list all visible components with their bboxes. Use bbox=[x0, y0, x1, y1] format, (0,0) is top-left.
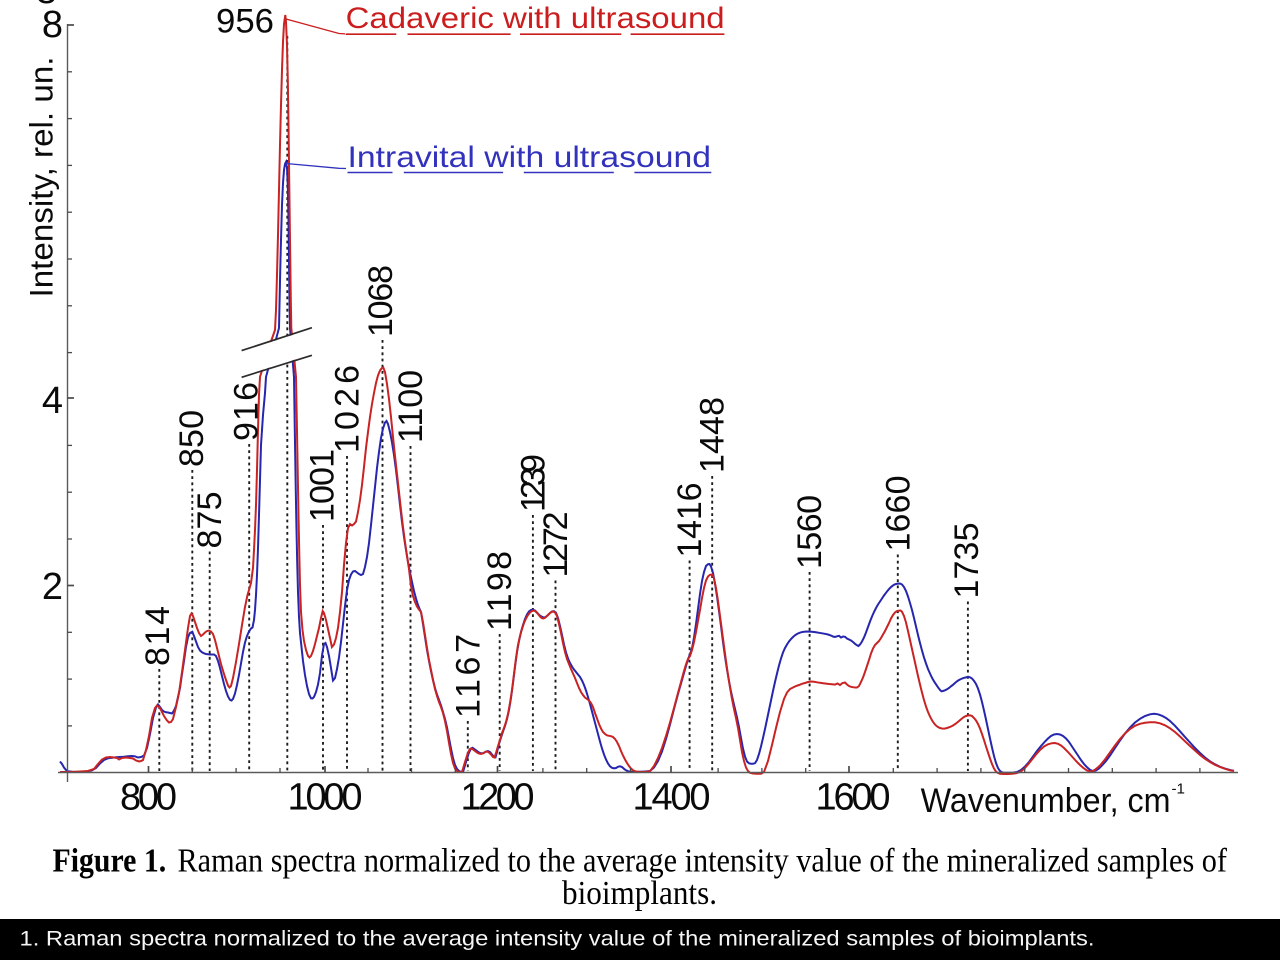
svg-text:Figure 1.: Figure 1. bbox=[53, 842, 167, 879]
svg-text:1416: 1416 bbox=[671, 483, 709, 558]
svg-text:-1: -1 bbox=[1172, 781, 1186, 798]
svg-text:Cadaveric with ultrasound: Cadaveric with ultrasound bbox=[346, 2, 725, 35]
svg-text:1560: 1560 bbox=[791, 495, 829, 569]
svg-text:Intravital with ultrasound: Intravital with ultrasound bbox=[348, 141, 712, 174]
svg-text:1001: 1001 bbox=[304, 449, 342, 522]
svg-text:916: 916 bbox=[228, 382, 266, 441]
svg-text:1239: 1239 bbox=[514, 454, 552, 512]
svg-text:956: 956 bbox=[216, 3, 274, 41]
svg-text:1200: 1200 bbox=[461, 776, 535, 818]
svg-text:1100: 1100 bbox=[392, 370, 430, 443]
svg-text:1600: 1600 bbox=[816, 776, 891, 818]
svg-text:bioimplants.: bioimplants. bbox=[562, 875, 717, 912]
svg-text:1660: 1660 bbox=[879, 476, 917, 552]
svg-text:2: 2 bbox=[42, 566, 63, 608]
svg-text:8: 8 bbox=[42, 4, 63, 46]
svg-text:875: 875 bbox=[191, 492, 229, 549]
svg-text:Raman spectra normalized to th: Raman spectra normalized to the average … bbox=[178, 842, 1228, 879]
svg-text:1167: 1167 bbox=[449, 634, 487, 718]
svg-text:1735: 1735 bbox=[948, 523, 986, 599]
svg-text:1272: 1272 bbox=[537, 512, 575, 578]
svg-text:850: 850 bbox=[173, 410, 211, 467]
svg-text:1068: 1068 bbox=[362, 265, 400, 337]
svg-text:Intensity, rel. un.: Intensity, rel. un. bbox=[24, 57, 60, 298]
svg-text:1. Raman spectra normalized to: 1. Raman spectra normalized to the avera… bbox=[20, 928, 1095, 951]
svg-text:800: 800 bbox=[120, 776, 177, 818]
svg-text:1198: 1198 bbox=[481, 551, 519, 631]
svg-text:1400: 1400 bbox=[633, 776, 711, 818]
svg-text:1448: 1448 bbox=[694, 397, 732, 473]
svg-text:1000: 1000 bbox=[288, 776, 363, 818]
svg-text:8: 8 bbox=[36, 0, 57, 12]
svg-text:4: 4 bbox=[42, 380, 63, 422]
svg-text:Wavenumber, cm: Wavenumber, cm bbox=[921, 782, 1171, 820]
svg-text:814: 814 bbox=[139, 606, 177, 666]
